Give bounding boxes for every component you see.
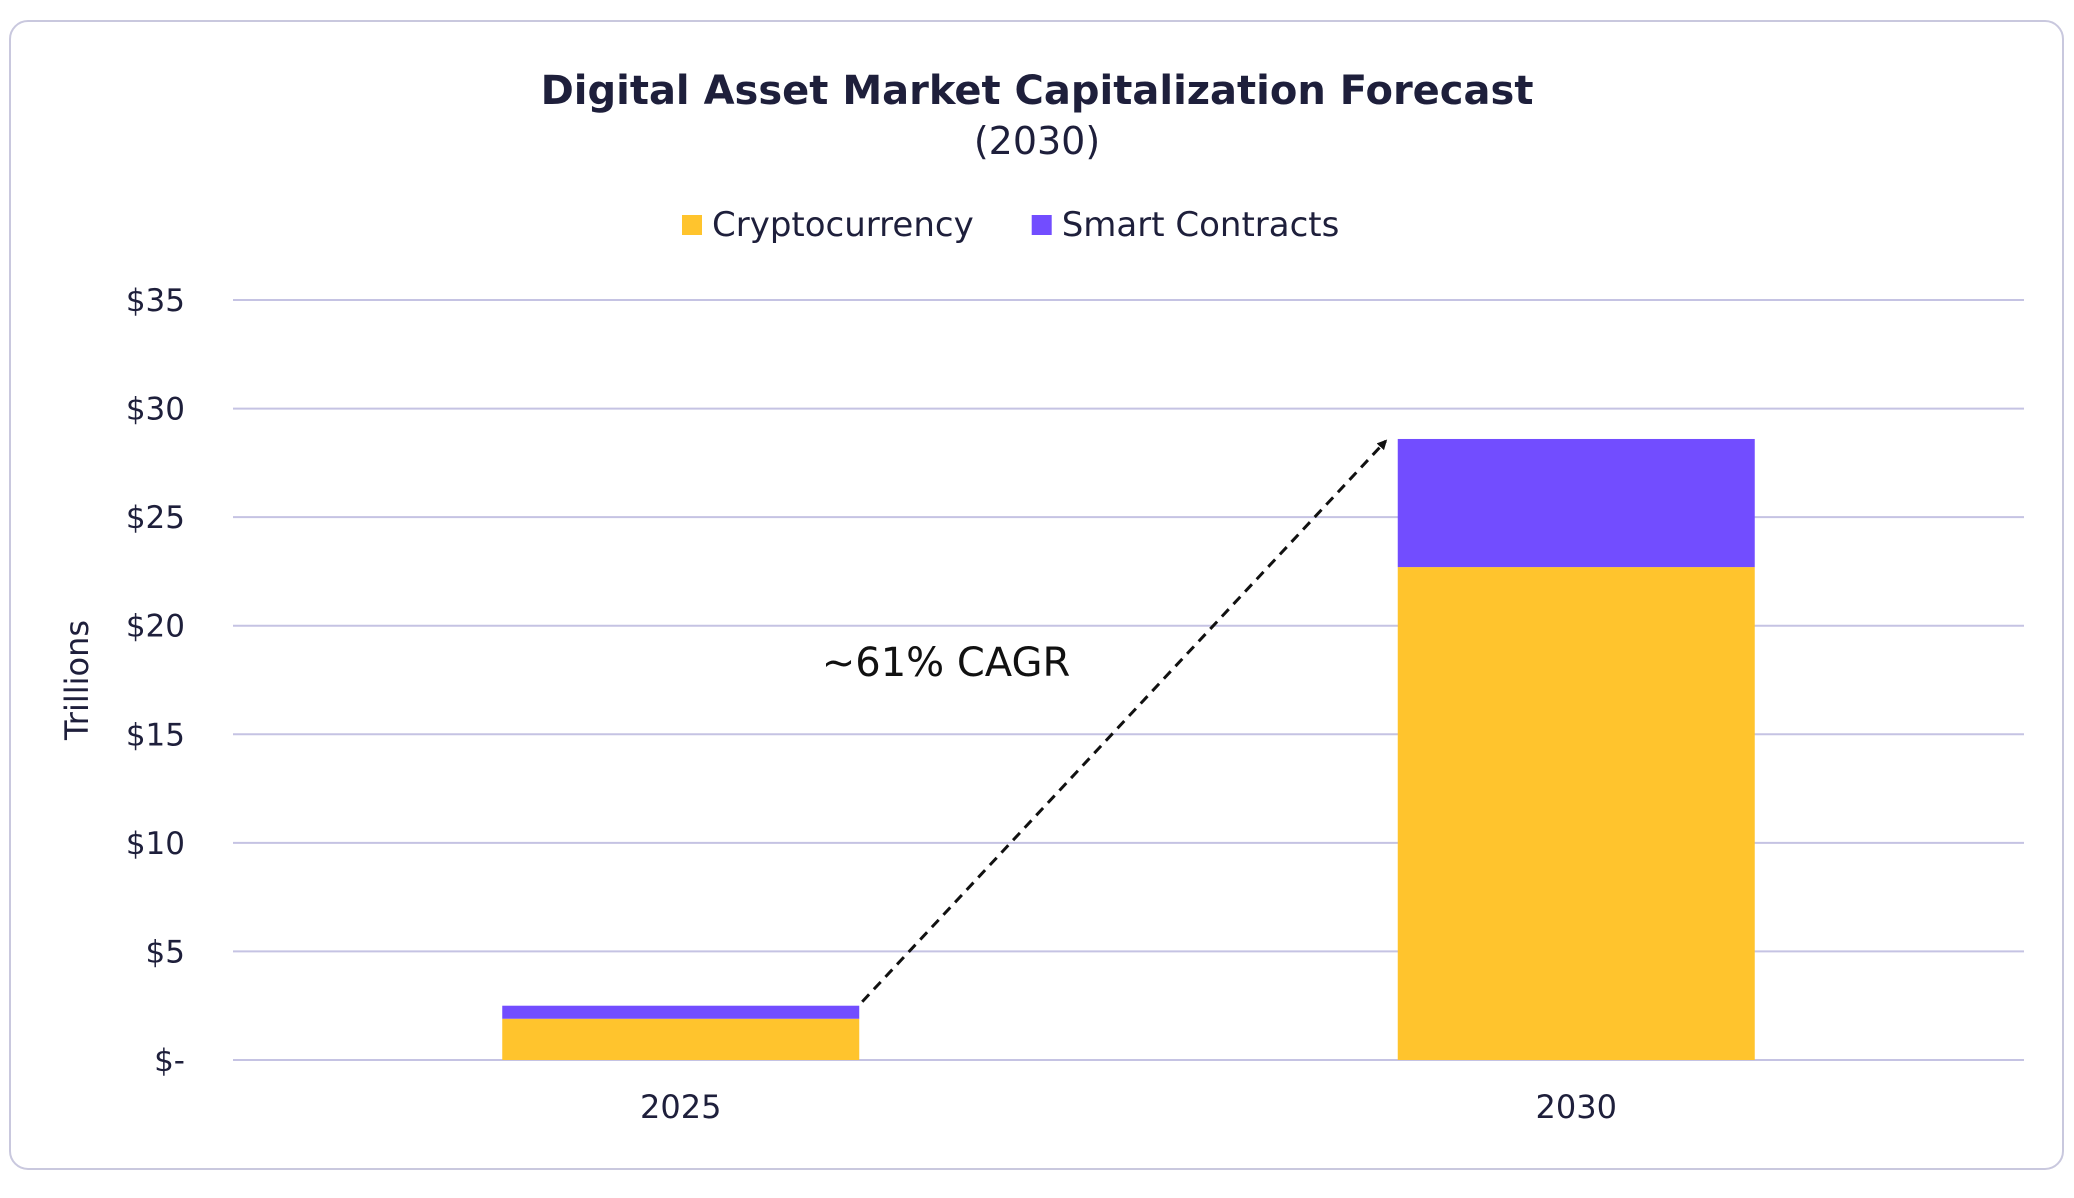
x-axis: 2025 2030	[640, 1088, 1617, 1126]
y-tick-label: $20	[126, 609, 185, 645]
cagr-arrow	[861, 439, 1388, 1003]
bar-cryptocurrency-2025	[502, 1018, 860, 1060]
y-tick-label: $35	[126, 283, 185, 319]
legend-swatch	[1031, 215, 1052, 235]
legend-swatch	[682, 215, 702, 235]
y-tick-label: $15	[126, 717, 185, 753]
bars	[502, 438, 1755, 1060]
y-tick-label: $5	[146, 934, 185, 970]
y-tick-label: $-	[154, 1043, 185, 1079]
legend: Cryptocurrency Smart Contracts	[682, 205, 1339, 245]
chart-card	[9, 20, 2064, 1170]
y-axis-label: Trillions	[58, 620, 96, 741]
legend-label: Cryptocurrency	[712, 205, 974, 245]
bar-smart-contracts-2030	[1397, 438, 1755, 568]
cagr-annotation: ~61% CAGR	[822, 640, 1071, 686]
y-axis: $- $5 $10 $15 $20 $25 $30 $35	[126, 283, 185, 1079]
chart-subtitle: (2030)	[974, 119, 1100, 163]
bar-cryptocurrency-2030	[1397, 567, 1755, 1060]
x-tick-label: 2025	[640, 1088, 721, 1126]
x-tick-label: 2030	[1536, 1088, 1617, 1126]
legend-label: Smart Contracts	[1062, 205, 1340, 245]
y-tick-label: $10	[126, 826, 185, 862]
y-tick-label: $30	[126, 392, 185, 428]
bar-smart-contracts-2025	[502, 1005, 860, 1019]
chart-title: Digital Asset Market Capitalization Fore…	[541, 68, 1534, 114]
y-tick-label: $25	[126, 500, 185, 536]
